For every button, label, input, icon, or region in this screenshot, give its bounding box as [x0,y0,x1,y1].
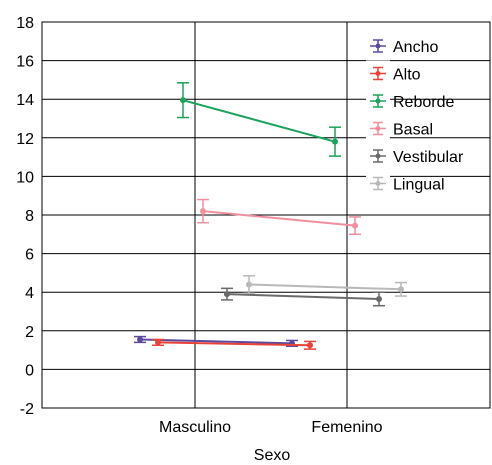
y-tick-label: 6 [25,247,34,264]
axes: 18 16 14 12 10 8 6 4 2 0 -2 Masculino Femenino [16,15,491,436]
y-tick-label: 8 [25,208,34,225]
series-line [139,338,293,345]
data-point [137,336,143,343]
series-line [182,99,336,143]
data-point [376,295,382,302]
legend-marker-dot [375,181,381,186]
legend-marker-dot [375,43,381,49]
y-tick-label: 16 [16,54,34,71]
legend-label: Reborde [393,94,454,111]
series-line [202,210,356,227]
legend-marker-dot [375,98,381,104]
gridlines [42,22,490,408]
data-point [332,138,338,145]
y-tick-label: 18 [16,15,34,32]
series-line [226,293,380,300]
y-tick-label: 14 [16,92,34,109]
series-line [248,283,402,291]
legend: Ancho Alto Reborde Basal Vestibular Lingual [366,33,464,195]
y-tick-label: 12 [16,131,34,148]
legend-label: Vestibular [393,149,464,166]
data-point [155,339,161,346]
plot-border [41,21,491,409]
legend-label: Lingual [393,177,445,194]
legend-label: Alto [393,67,421,84]
y-tick-label: 4 [25,285,34,302]
data-point [224,291,230,298]
data-point [200,208,206,215]
y-tick-label: 2 [25,324,34,341]
x-tick-label: Femenino [311,419,382,436]
y-tick-label: 10 [16,169,34,186]
data-point [352,222,358,229]
legend-marker-dot [375,153,381,159]
legend-marker-dot [375,126,381,131]
series-line [157,341,311,347]
legend-marker-dot [375,71,381,76]
x-axis-label: Sexo [254,447,291,464]
x-tick-label: Masculino [159,419,231,436]
legend-label: Ancho [393,39,438,56]
series-group [134,82,407,350]
y-tick-label: 0 [25,362,34,379]
data-point [398,286,404,293]
data-point [180,97,186,104]
y-tick-label: -2 [20,401,34,418]
legend-label: Basal [393,122,433,139]
data-point [246,281,252,288]
data-point [307,342,313,349]
